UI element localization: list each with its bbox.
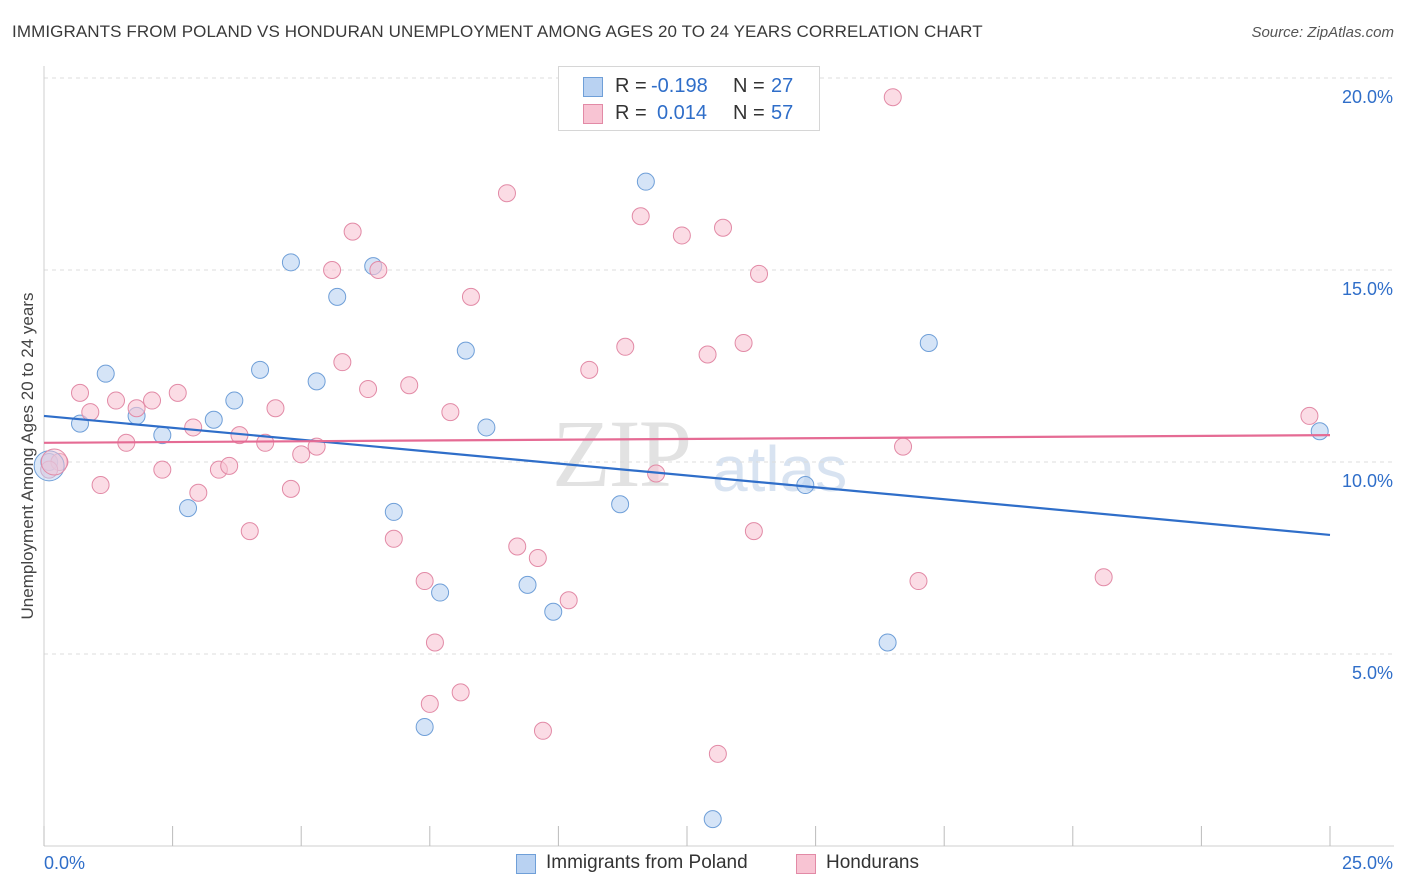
honduran-point: [1094, 568, 1113, 587]
honduran-point: [580, 360, 599, 379]
poland-point: [251, 360, 270, 379]
poland-point: [96, 364, 115, 383]
honduran-point: [400, 376, 419, 395]
honduran-point: [359, 380, 378, 399]
honduran-point: [508, 537, 527, 556]
correlation-legend: R = -0.198 N = 27 R = 0.014 N = 57: [558, 66, 820, 131]
legend-swatch-hondurans: [583, 104, 603, 124]
honduran-point: [750, 264, 769, 283]
legend-n-value: 57: [771, 102, 794, 124]
honduran-point: [420, 694, 439, 713]
honduran-point: [189, 483, 208, 502]
honduran-point: [81, 403, 100, 422]
honduran-point: [441, 403, 460, 422]
y-tick-label: 10.0%: [1342, 471, 1393, 491]
poland-point: [415, 717, 434, 736]
watermark-zip: ZIP: [552, 400, 692, 507]
poland-point: [328, 287, 347, 306]
honduran-point: [107, 391, 126, 410]
bottom-legend-swatch-poland: [516, 854, 536, 874]
poland-point: [179, 499, 198, 518]
honduran-point: [168, 383, 187, 402]
honduran-point: [184, 418, 203, 437]
poland-point: [281, 253, 300, 272]
poland-point: [307, 372, 326, 391]
honduran-point: [333, 353, 352, 372]
legend-n-label: N =: [733, 75, 765, 97]
bottom-legend-swatch-hondurans: [796, 854, 816, 874]
honduran-point: [708, 744, 727, 763]
honduran-point: [616, 337, 635, 356]
honduran-point: [415, 572, 434, 591]
honduran-point: [909, 572, 928, 591]
honduran-point: [672, 226, 691, 245]
honduran-point: [698, 345, 717, 364]
x-tick-label: 25.0%: [1342, 853, 1393, 873]
honduran-point: [143, 391, 162, 410]
y-tick-label: 5.0%: [1352, 663, 1393, 683]
y-tick-label: 20.0%: [1342, 87, 1393, 107]
poland-point: [518, 575, 537, 594]
legend-r-label: R =: [615, 102, 647, 124]
poland-point: [1310, 422, 1329, 441]
honduran-point: [714, 218, 733, 237]
legend-r-label: R =: [615, 75, 647, 97]
honduran-point: [425, 633, 444, 652]
honduran-point: [220, 456, 239, 475]
honduran-point: [292, 445, 311, 464]
source-label: Source: ZipAtlas.com: [1251, 24, 1394, 41]
honduran-point: [533, 721, 552, 740]
honduran-point: [528, 549, 547, 567]
honduran-point: [71, 383, 90, 402]
chart-title: IMMIGRANTS FROM POLAND VS HONDURAN UNEMP…: [12, 22, 983, 41]
honduran-point: [734, 333, 753, 352]
poland-point: [204, 410, 223, 429]
poland-point: [431, 583, 450, 602]
honduran-point: [559, 591, 578, 610]
legend-n-label: N =: [733, 102, 765, 124]
bottom-legend-label-hondurans: Hondurans: [826, 852, 919, 873]
y-tick-label: 15.0%: [1342, 279, 1393, 299]
bottom-legend-label-poland: Immigrants from Poland: [546, 852, 748, 873]
honduran-point: [256, 433, 275, 452]
poland-trend-line: [43, 414, 1331, 537]
honduran-point: [281, 479, 300, 498]
honduran-point: [1300, 406, 1319, 425]
honduran-point: [266, 399, 285, 418]
honduran-point: [744, 522, 763, 541]
honduran-point: [343, 222, 362, 241]
honduran-trend-line: [43, 434, 1331, 444]
honduran-point: [240, 522, 259, 541]
poland-point: [636, 172, 655, 191]
honduran-point: [894, 437, 913, 456]
legend-swatch-poland: [583, 77, 603, 97]
legend-r-value: 0.014: [657, 102, 708, 124]
honduran-point: [384, 529, 403, 548]
honduran-point-large: [40, 448, 68, 476]
honduran-point: [883, 88, 902, 107]
poland-point: [878, 633, 897, 652]
honduran-point: [369, 261, 388, 279]
poland-point: [477, 418, 496, 437]
honduran-point: [631, 207, 650, 226]
poland-point: [919, 333, 938, 352]
x-tick-label: 0.0%: [44, 853, 85, 873]
poland-point: [544, 602, 563, 621]
honduran-point: [127, 399, 146, 418]
watermark-atlas: atlas: [712, 433, 848, 505]
honduran-point: [451, 683, 470, 702]
poland-point: [611, 495, 630, 514]
legend-r-value: -0.198: [651, 75, 708, 97]
honduran-point: [153, 460, 172, 479]
honduran-point: [91, 476, 110, 495]
poland-point: [703, 810, 722, 829]
legend-n-value: 27: [771, 75, 794, 97]
poland-point: [456, 341, 475, 360]
honduran-point: [323, 261, 342, 279]
poland-point: [384, 502, 403, 521]
honduran-point: [497, 184, 516, 203]
honduran-point: [461, 287, 480, 306]
poland-point: [225, 391, 244, 410]
